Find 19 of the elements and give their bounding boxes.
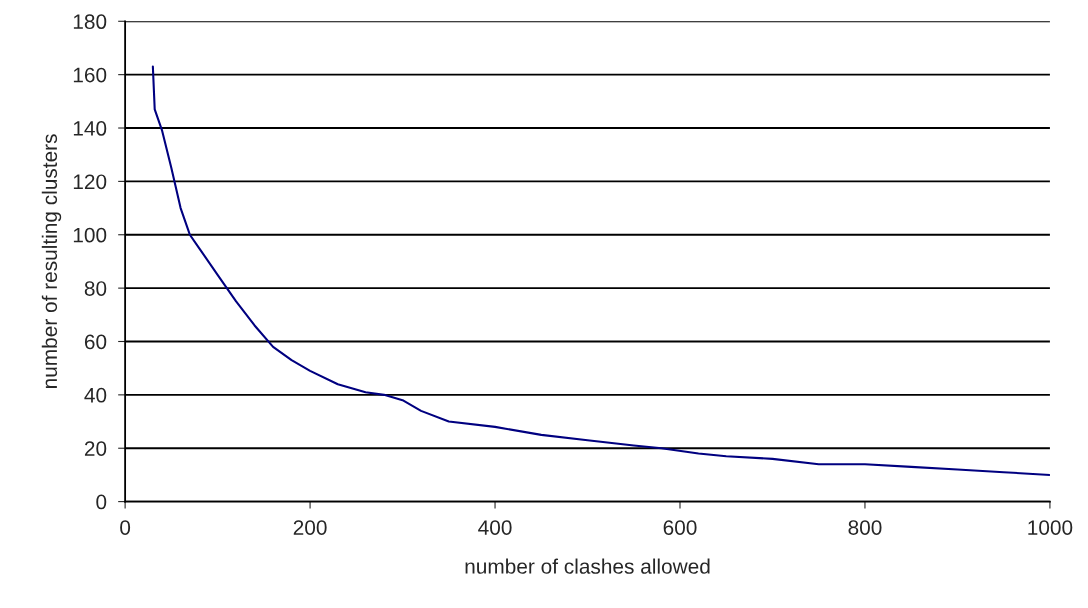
x-axis-title: number of clashes allowed [465, 558, 710, 574]
x-tick-label: 400 [478, 520, 512, 535]
x-tick-label: 200 [293, 520, 327, 535]
y-tick-label: 120 [73, 174, 107, 190]
y-tick-label: 160 [73, 67, 107, 83]
y-tick-label: 80 [84, 281, 107, 296]
y-tick-label: 100 [73, 227, 107, 243]
y-axis-title: number of resulting clusters [41, 134, 62, 388]
y-tick-label: 140 [73, 121, 107, 136]
y-tick-label: 60 [84, 334, 107, 350]
x-tick-label: 600 [663, 520, 697, 535]
y-tick-label: 180 [73, 14, 107, 30]
y-tick-label: 40 [84, 387, 107, 403]
line-series [151, 65, 1050, 476]
x-tick-label: 0 [120, 520, 131, 535]
x-tick-label: 1000 [1028, 520, 1073, 535]
y-tick-label: 0 [96, 494, 107, 510]
y-tick-label: 20 [84, 441, 107, 456]
x-tick-label: 800 [848, 520, 882, 535]
